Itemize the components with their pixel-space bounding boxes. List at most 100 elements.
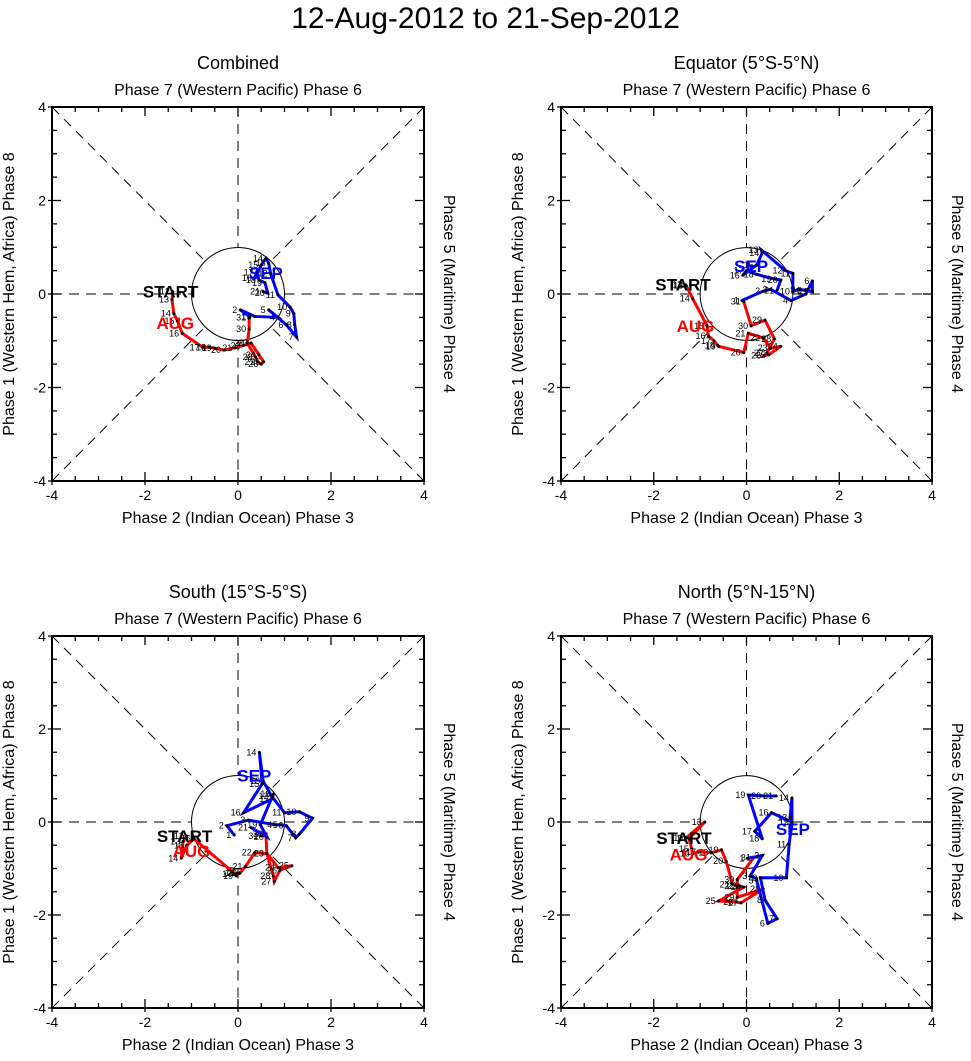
day-label: 15 [779, 817, 789, 827]
data-point [267, 261, 271, 265]
data-point [245, 341, 249, 345]
y-tick-label: -2 [34, 907, 47, 923]
data-point [259, 263, 263, 267]
day-label: 20 [255, 288, 265, 298]
x-tick-label: 0 [743, 487, 751, 503]
data-point [288, 305, 292, 309]
data-point [242, 811, 246, 815]
x-tick-label: 2 [327, 487, 335, 503]
data-point [775, 917, 779, 921]
day-label: 16 [169, 328, 179, 338]
day-label: 1 [739, 853, 744, 863]
data-point [769, 346, 773, 350]
data-point [774, 794, 778, 798]
y-tick-label: -2 [543, 907, 556, 923]
data-point [247, 327, 251, 331]
day-label: 19 [706, 341, 716, 351]
data-point [294, 836, 298, 840]
panel-title: South (15°S-5°S) [169, 582, 307, 602]
panel-2: South (15°S-5°S) Phase 7 (Western Pacific… [1, 582, 457, 1054]
day-label: 4 [267, 820, 272, 830]
day-label: 13 [748, 245, 758, 255]
panel-1: Equator (5°S-5°N) Phase 7 (Western Pacifi… [510, 53, 965, 527]
data-point [784, 876, 788, 880]
day-label: 8 [757, 895, 762, 905]
day-label: 21 [763, 791, 773, 801]
right-axis-label: Phase 5 (Maritime) Phase 4 [440, 723, 457, 921]
day-label: 29 [752, 315, 762, 325]
day-label: 1 [241, 311, 246, 321]
data-point [292, 312, 296, 316]
day-label: 4 [270, 312, 275, 322]
day-label: 9 [752, 873, 757, 883]
diagonal-guide [560, 326, 715, 482]
day-label: 13 [159, 295, 169, 305]
data-point [748, 874, 752, 878]
month-label-sep: SEP [249, 264, 283, 283]
data-point [172, 312, 176, 316]
day-label: 5 [273, 820, 278, 830]
data-point [742, 885, 746, 889]
day-label: 23 [254, 849, 264, 859]
day-label: 16 [730, 270, 740, 280]
data-point [779, 344, 783, 348]
data-point [770, 811, 774, 815]
x-tick-label: 2 [835, 1014, 843, 1030]
data-point [761, 336, 765, 340]
data-point [297, 810, 301, 814]
day-label: 11 [272, 808, 281, 818]
day-label: 22 [724, 881, 734, 891]
x-tick-label: 2 [835, 487, 843, 503]
data-point [691, 297, 695, 301]
data-point [783, 269, 787, 273]
diagonal-guide [51, 635, 206, 790]
day-label: 26 [248, 359, 258, 369]
data-point [772, 277, 776, 281]
unit-circle [191, 775, 285, 869]
y-axis-label: Phase 1 (Western Hem, Africa) Phase 8 [510, 152, 527, 435]
data-point [253, 314, 257, 318]
day-label: 16 [759, 808, 769, 818]
x-tick-label: -2 [139, 487, 152, 503]
data-point [295, 335, 299, 339]
data-point [249, 826, 253, 830]
data-point [697, 850, 701, 854]
data-point [242, 343, 246, 347]
data-point [207, 345, 211, 349]
diagonal-guide [270, 106, 425, 262]
data-point [283, 811, 286, 815]
day-label: 17 [190, 342, 200, 352]
data-point [691, 852, 695, 856]
right-axis-label: Phase 5 (Maritime) Phase 4 [440, 195, 457, 393]
day-label: 13 [692, 817, 702, 827]
data-point [706, 334, 710, 338]
data-point [257, 353, 261, 357]
day-label: 23 [238, 338, 248, 348]
data-point [684, 836, 688, 840]
data-point [213, 346, 217, 350]
data-point [256, 360, 260, 364]
data-point [765, 351, 769, 355]
day-label: 19 [202, 343, 212, 353]
day-label: 25 [279, 861, 289, 871]
day-label: 14 [676, 834, 686, 844]
data-point [717, 344, 721, 348]
day-label: 21 [238, 823, 248, 833]
x-axis-label: Phase 2 (Indian Ocean) Phase 3 [122, 1037, 354, 1054]
data-point [763, 318, 767, 322]
y-axis-label: Phase 1 (Western Hem, Africa) Phase 8 [1, 680, 18, 963]
day-label: 29 [234, 338, 244, 348]
day-label: 28 [761, 334, 771, 344]
data-point [233, 346, 237, 350]
data-point [717, 899, 721, 903]
diagonal-guide [51, 854, 206, 1009]
day-label: 28 [243, 352, 253, 362]
y-tick-label: 2 [38, 721, 46, 737]
data-point [791, 290, 795, 294]
day-label: 28 [260, 871, 270, 881]
day-label: 15 [694, 321, 704, 331]
day-label: 4 [749, 874, 754, 884]
month-label-sep: SEP [237, 767, 271, 786]
data-point [712, 339, 716, 343]
right-axis-label: Phase 5 (Maritime) Phase 4 [948, 723, 965, 921]
